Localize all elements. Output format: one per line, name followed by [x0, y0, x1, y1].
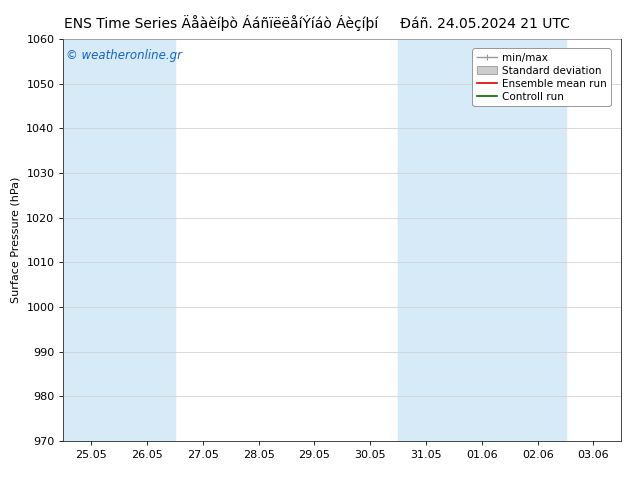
- Bar: [510, 39, 566, 441]
- Text: © weatheronline.gr: © weatheronline.gr: [66, 49, 182, 62]
- Legend: min/max, Standard deviation, Ensemble mean run, Controll run: min/max, Standard deviation, Ensemble me…: [472, 49, 611, 106]
- Bar: [63, 39, 119, 441]
- Bar: [398, 39, 454, 441]
- Bar: [119, 39, 175, 441]
- Text: ENS Time Series Äåàèíþò ÁáñïëëåíÝíáò Áèçíþí     Đáñ. 24.05.2024 21 UTC: ENS Time Series Äåàèíþò ÁáñïëëåíÝíáò Áèç…: [64, 15, 570, 31]
- Y-axis label: Surface Pressure (hPa): Surface Pressure (hPa): [11, 177, 21, 303]
- Bar: [454, 39, 510, 441]
